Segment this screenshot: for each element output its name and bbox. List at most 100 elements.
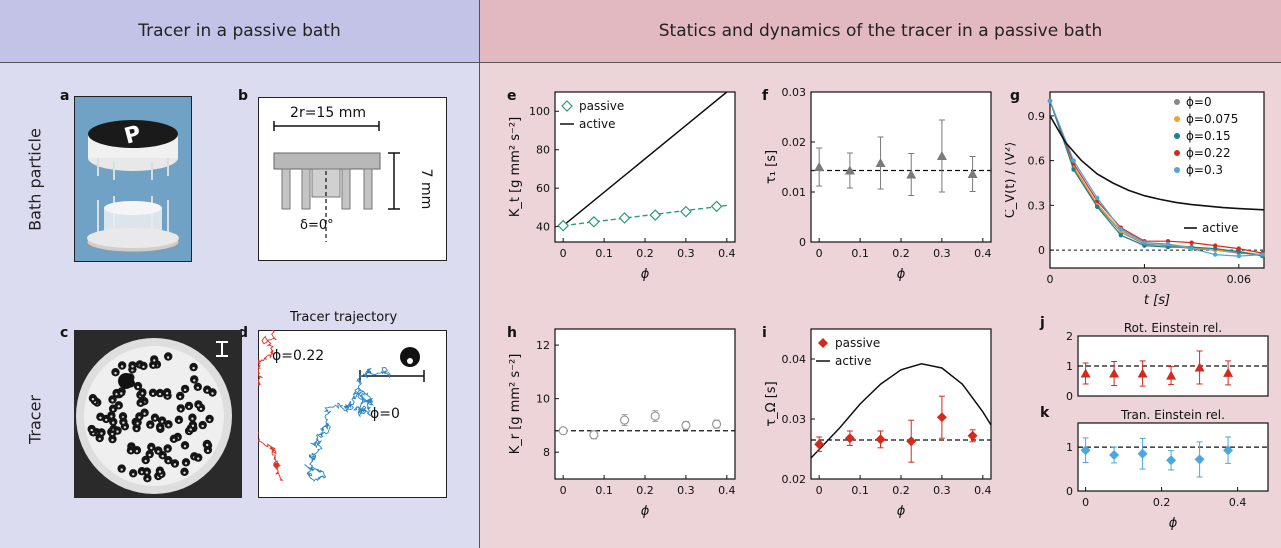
data-point (1194, 362, 1205, 372)
data-point (1118, 232, 1124, 238)
bath-particle-mark (120, 468, 123, 471)
data-point (1137, 448, 1148, 459)
bath-particle-mark (206, 449, 210, 453)
panel-label-h: h (507, 325, 517, 341)
y-tick-label: 0.02 (782, 136, 807, 149)
legend-label-passive: passive (579, 99, 624, 113)
data-point-passive (967, 430, 978, 441)
bath-particle-mark (165, 392, 169, 395)
trajectory-plot: ϕ=0.22 ϕ=0 (258, 330, 425, 483)
plot-frame (810, 328, 992, 480)
trajectory-title: Tracer trajectory (290, 310, 398, 325)
bath-particle-mark (131, 369, 134, 372)
data-point (1095, 204, 1100, 210)
bath-particle-mark (135, 427, 138, 431)
legend-marker (1174, 133, 1180, 139)
y-tick-label: 0 (799, 236, 806, 249)
x-tick-label: 0 (560, 247, 567, 260)
data-point (558, 426, 568, 436)
legend-marker (1174, 150, 1180, 156)
bath-particle-mark (187, 405, 191, 409)
bath-particle-mark (110, 415, 113, 418)
x-axis-label: ϕ (641, 267, 650, 282)
bath-particle-mark (90, 428, 93, 432)
bath-particle-mark (191, 424, 195, 427)
x-tick-label: 0.1 (595, 484, 613, 497)
bath-particle-mark (189, 428, 192, 431)
x-axis-label: ϕ (641, 504, 650, 519)
bath-particle-mark (191, 417, 194, 420)
x-axis-label: ϕ (1169, 516, 1178, 531)
x-tick-label: 0 (560, 484, 567, 497)
left-header: Tracer in a passive bath (0, 0, 480, 63)
x-tick-label: 0.2 (892, 247, 910, 260)
bath-particle-mark (145, 471, 149, 474)
y-tick-label: 80 (536, 144, 550, 157)
data-point (1137, 368, 1148, 378)
trajectory-label-blue: ϕ=0 (370, 406, 400, 422)
y-tick-label: 0.3 (1028, 199, 1046, 212)
bath-particle-mark (142, 365, 145, 369)
bath-particle-mark (114, 372, 117, 375)
x-tick-label: 0.3 (677, 247, 695, 260)
series-line (1049, 100, 1263, 257)
data-point (1071, 158, 1076, 163)
row-label-bath-particle: Bath particle (25, 128, 45, 231)
y-tick-label: 0.01 (782, 186, 807, 199)
x-tick-label: 0.1 (851, 247, 869, 260)
data-point (1194, 454, 1205, 465)
plot-frame (554, 328, 736, 480)
chart-g-vacf: 0 0.03 0.06 0 0.3 0.6 0.9 t [s] C_V(t) / ⟨V²⟩ ϕ=0… (1005, 91, 1265, 308)
bath-particle-mark (136, 385, 140, 389)
y-tick-label: 0 (1038, 244, 1045, 257)
bath-particle-mark (153, 417, 157, 420)
y-tick-label: 8 (543, 446, 550, 459)
bath-particle-mark (123, 426, 127, 429)
data-point (1165, 241, 1171, 247)
panel-label-j: j (1040, 315, 1045, 331)
data-point (906, 169, 917, 179)
chart-i-tau-omega: 0 0.1 0.2 0.3 0.4 0.02 0.03 0.04 ϕ τ_Ω [s] passive… (764, 328, 992, 519)
y-axis-label: K_t [g mm² s⁻²] (508, 117, 523, 217)
legend-label: ϕ=0.22 (1186, 146, 1231, 160)
x-tick-label: 0.4 (974, 484, 992, 497)
bath-particle-mark (144, 459, 147, 463)
bath-particle-mark (179, 408, 182, 411)
bath-particle-mark (208, 418, 211, 422)
data-point-passive (936, 412, 947, 423)
bath-particle-mark (192, 366, 195, 370)
y-tick-label: 2 (1066, 330, 1073, 343)
data-point (1118, 227, 1124, 232)
data-point (844, 165, 855, 175)
legend-marker-passive (818, 338, 828, 348)
bath-particle-mark (179, 395, 182, 399)
y-tick-label: 40 (536, 221, 550, 234)
trajectory-label-red: ϕ=0.22 (272, 348, 324, 364)
y-tick-label: 100 (529, 105, 550, 118)
panel-label-e: e (507, 88, 517, 104)
plot-frame (1077, 422, 1269, 492)
x-tick-label: 0.2 (636, 484, 654, 497)
data-point (681, 420, 691, 431)
bath-particle-schematic: 2r=15 mm δ=0° 7 mm (273, 105, 434, 242)
data-point (1095, 195, 1100, 201)
data-point-passive (710, 200, 723, 213)
tracer-photo (74, 330, 242, 498)
y-tick-label: 0.03 (782, 413, 807, 426)
y-tick-label: 0 (1066, 485, 1073, 498)
y-tick-label: 0.9 (1028, 110, 1046, 123)
chart-k-tran-einstein: Tran. Einstein rel. 0 0.2 0.4 0 1 ϕ (1066, 408, 1269, 531)
bath-particle-mark (151, 392, 155, 395)
left-header-title: Tracer in a passive bath (138, 21, 341, 41)
y-tick-label: 10 (536, 393, 550, 406)
bath-particle-mark (98, 437, 101, 441)
y-axis-label: K_r [g mm² s⁻²] (508, 354, 523, 455)
data-point-passive (844, 433, 855, 444)
bath-particle-mark (183, 388, 187, 392)
series-line-active (1049, 115, 1265, 211)
data-point (875, 158, 886, 167)
bath-particle-mark (167, 424, 170, 427)
data-point (1109, 368, 1120, 378)
data-point (1047, 98, 1053, 104)
x-tick-label: 0.4 (1229, 496, 1247, 509)
